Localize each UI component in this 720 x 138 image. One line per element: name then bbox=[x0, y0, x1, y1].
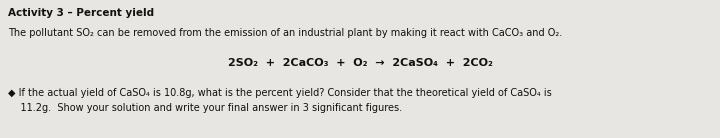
Text: 11.2g.  Show your solution and write your final answer in 3 significant figures.: 11.2g. Show your solution and write your… bbox=[8, 103, 402, 113]
Text: The pollutant SO₂ can be removed from the emission of an industrial plant by mak: The pollutant SO₂ can be removed from th… bbox=[8, 28, 562, 38]
Text: 2SO₂  +  2CaCO₃  +  O₂  →  2CaSO₄  +  2CO₂: 2SO₂ + 2CaCO₃ + O₂ → 2CaSO₄ + 2CO₂ bbox=[228, 58, 492, 68]
Text: Activity 3 – Percent yield: Activity 3 – Percent yield bbox=[8, 8, 154, 18]
Text: ◆ If the actual yield of CaSO₄ is 10.8g, what is the percent yield? Consider tha: ◆ If the actual yield of CaSO₄ is 10.8g,… bbox=[8, 88, 552, 98]
